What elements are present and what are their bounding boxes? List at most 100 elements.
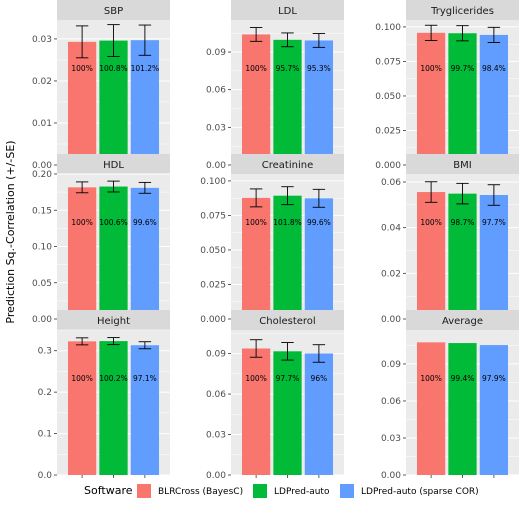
bar-label-bmi-3: 97.7% bbox=[482, 218, 506, 227]
bar-label-tryglicerides-2: 99.7% bbox=[451, 64, 475, 73]
y-tick-label: 0.100 bbox=[200, 177, 226, 187]
bar-label-cholesterol-2: 97.7% bbox=[276, 374, 300, 383]
panel-bmi: BMI 0.00 0.02 0.04 0.06 100% 98.7% 97.7% bbox=[381, 154, 519, 325]
panel-cholesterol: Cholesterol 0.00 0.03 0.06 0.09 100% 97.7% 96% bbox=[206, 310, 344, 481]
bar-creatinine-3 bbox=[304, 198, 334, 319]
panel-title-bmi: BMI bbox=[453, 160, 471, 171]
y-tick-label: 0.06 bbox=[381, 178, 401, 188]
bar-label-hdl-2: 100.6% bbox=[99, 218, 128, 227]
bar-creatinine-1 bbox=[241, 197, 271, 319]
legend-swatch-ldpred-auto bbox=[253, 484, 267, 498]
bar-bmi-3 bbox=[479, 195, 509, 319]
y-tick-label: 0.06 bbox=[206, 86, 226, 96]
y-tick-label: 0.03 bbox=[206, 123, 226, 133]
legend-label-ldpred-auto: LDPred-auto bbox=[274, 487, 330, 497]
bar-hdl-1 bbox=[67, 187, 97, 319]
y-tick-label: 0.025 bbox=[375, 126, 401, 136]
bar-creatinine-2 bbox=[273, 195, 302, 319]
panel-title-hdl: HDL bbox=[103, 160, 124, 171]
y-tick-label: 0.00 bbox=[206, 161, 226, 171]
bar-label-average-1: 100% bbox=[420, 374, 441, 383]
bar-cholesterol-3 bbox=[304, 353, 334, 475]
bar-label-bmi-2: 98.7% bbox=[451, 218, 475, 227]
bar-label-tryglicerides-1: 100% bbox=[420, 64, 441, 73]
y-tick-label: 0.075 bbox=[375, 57, 401, 67]
bar-ldl-2 bbox=[273, 39, 302, 166]
bar-hdl-2 bbox=[99, 186, 128, 319]
bar-sbp-1 bbox=[67, 41, 97, 165]
y-tick-label: 0.10 bbox=[32, 243, 52, 253]
bar-tryglicerides-1 bbox=[416, 32, 446, 165]
y-tick-label: 0.04 bbox=[381, 224, 401, 234]
y-tick-label: 0.03 bbox=[206, 431, 226, 441]
bar-label-hdl-1: 100% bbox=[71, 218, 92, 227]
y-tick-label: 0.00 bbox=[381, 471, 401, 481]
bar-label-ldl-2: 95.7% bbox=[276, 64, 300, 73]
bar-label-cholesterol-3: 96% bbox=[311, 374, 328, 383]
panel-hdl: HDL 0.00 0.05 0.10 0.15 0.20 100% 100.6% 99.6% bbox=[32, 154, 170, 325]
panel-sbp: SBP 0.00 0.01 0.02 0.03 100% 100.8% 101.2% bbox=[32, 0, 170, 171]
strip-sbp bbox=[57, 0, 170, 20]
bar-sbp-3 bbox=[130, 40, 160, 165]
y-tick-label: 0.09 bbox=[206, 350, 226, 360]
bar-height-3 bbox=[130, 345, 160, 475]
strip-cholesterol bbox=[231, 310, 344, 330]
y-tick-label: 0.1 bbox=[38, 430, 52, 440]
bar-tryglicerides-3 bbox=[479, 34, 509, 165]
bar-ldl-1 bbox=[241, 34, 271, 166]
bar-label-creatinine-2: 101.8% bbox=[273, 218, 302, 227]
strip-average bbox=[406, 310, 519, 330]
strip-ldl bbox=[231, 0, 344, 20]
bar-label-bmi-1: 100% bbox=[420, 218, 441, 227]
y-tick-label: 0.20 bbox=[32, 170, 52, 180]
bar-label-sbp-1: 100% bbox=[71, 64, 92, 73]
legend: Software BLRCross (BayesC) LDPred-auto L… bbox=[84, 484, 479, 498]
strip-creatinine bbox=[231, 154, 344, 174]
y-tick-label: 0.09 bbox=[206, 48, 226, 58]
bar-average-3 bbox=[479, 345, 509, 475]
y-tick-label: 0.00 bbox=[32, 161, 52, 171]
legend-title: Software bbox=[84, 484, 133, 497]
bar-height-2 bbox=[99, 341, 128, 475]
legend-swatch-ldpred-auto-sparse bbox=[340, 484, 354, 498]
bar-hdl-3 bbox=[130, 187, 160, 319]
panel-tryglicerides: Tryglicerides 0.000 0.025 0.050 0.075 0.100 10… bbox=[375, 0, 519, 171]
legend-label-blrcross: BLRCross (BayesC) bbox=[158, 487, 243, 497]
bar-average-1 bbox=[416, 342, 446, 475]
panel-title-sbp: SBP bbox=[104, 6, 123, 17]
panel-average: Average 0.00 0.03 0.06 0.09 100% 99.4% 97.9% bbox=[381, 310, 519, 481]
y-tick-label: 0.00 bbox=[206, 471, 226, 481]
bar-label-ldl-1: 100% bbox=[245, 64, 266, 73]
bar-label-sbp-3: 101.2% bbox=[131, 64, 160, 73]
panel-ldl: LDL 0.00 0.03 0.06 0.09 100% 95.7% 95.3% bbox=[206, 0, 344, 171]
bar-label-average-3: 97.9% bbox=[482, 374, 506, 383]
y-tick-label: 0.00 bbox=[32, 315, 52, 325]
y-axis-label: Prediction Sq.-Correlation (+/-SE) bbox=[4, 140, 17, 323]
bar-tryglicerides-2 bbox=[448, 33, 477, 165]
bar-label-height-2: 100.2% bbox=[99, 374, 128, 383]
panel-height: Height 0.0 0.1 0.2 0.3 100% 100.2% 97.1% bbox=[38, 310, 170, 481]
bar-label-cholesterol-1: 100% bbox=[245, 374, 266, 383]
bar-label-height-1: 100% bbox=[71, 374, 92, 383]
y-tick-label: 0.050 bbox=[200, 246, 226, 256]
strip-tryglicerides bbox=[406, 0, 519, 20]
y-tick-label: 0.09 bbox=[381, 360, 401, 370]
y-tick-label: 0.000 bbox=[200, 315, 226, 325]
panel-title-ldl: LDL bbox=[278, 6, 297, 17]
y-tick-label: 0.075 bbox=[200, 211, 226, 221]
panel-title-average: Average bbox=[442, 316, 483, 327]
panel-title-tryglicerides: Tryglicerides bbox=[430, 6, 494, 17]
bar-label-height-3: 97.1% bbox=[133, 374, 157, 383]
y-tick-label: 0.02 bbox=[381, 269, 401, 279]
bar-label-sbp-2: 100.8% bbox=[99, 64, 128, 73]
panel-title-creatinine: Creatinine bbox=[262, 160, 313, 171]
bar-label-hdl-3: 99.6% bbox=[133, 218, 157, 227]
y-tick-label: 0.050 bbox=[375, 92, 401, 102]
panel-title-height: Height bbox=[97, 316, 130, 327]
y-tick-label: 0.15 bbox=[32, 206, 52, 216]
strip-height bbox=[57, 310, 170, 330]
panel-creatinine: Creatinine 0.000 0.025 0.050 0.075 0.100 100% 1… bbox=[200, 154, 344, 325]
bar-ldl-3 bbox=[304, 40, 334, 165]
bar-height-1 bbox=[67, 341, 97, 475]
